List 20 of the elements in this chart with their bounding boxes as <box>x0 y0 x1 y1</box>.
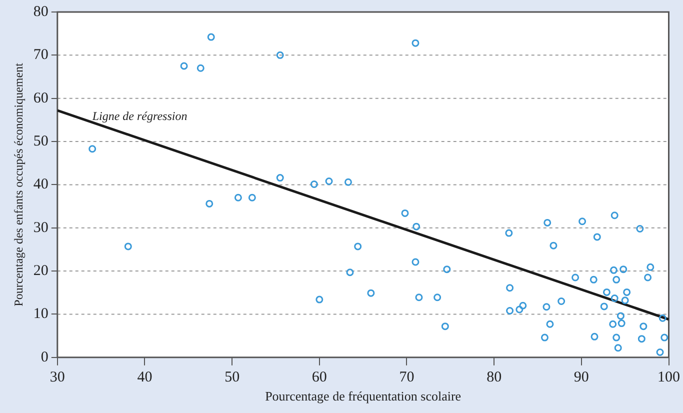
annotation: Ligne de régression <box>91 108 188 123</box>
y-tick-label: 0 <box>40 349 48 366</box>
y-tick-label: 20 <box>33 262 48 279</box>
y-tick-label: 50 <box>33 133 48 150</box>
x-tick-label: 70 <box>399 369 414 386</box>
y-tick-label: 40 <box>33 176 48 193</box>
x-tick-label: 60 <box>312 369 327 386</box>
x-tick-label: 30 <box>50 369 65 386</box>
y-tick-label: 60 <box>33 90 48 106</box>
x-tick-label: 40 <box>137 369 152 386</box>
x-tick-label: 80 <box>486 369 502 386</box>
y-tick-label: 30 <box>33 220 48 236</box>
x-tick-label: 50 <box>224 369 240 386</box>
y-tick-label: 70 <box>33 47 48 64</box>
y-tick-label: 80 <box>33 4 48 20</box>
x-tick-label: 100 <box>658 369 680 386</box>
y-tick-label: 10 <box>33 306 48 322</box>
x-axis-title: Pourcentage de fréquentation scolaire <box>265 388 462 404</box>
y-axis-title: Pourcentage des enfants occupés économiquement <box>11 62 26 306</box>
x-tick-label: 90 <box>574 369 589 386</box>
